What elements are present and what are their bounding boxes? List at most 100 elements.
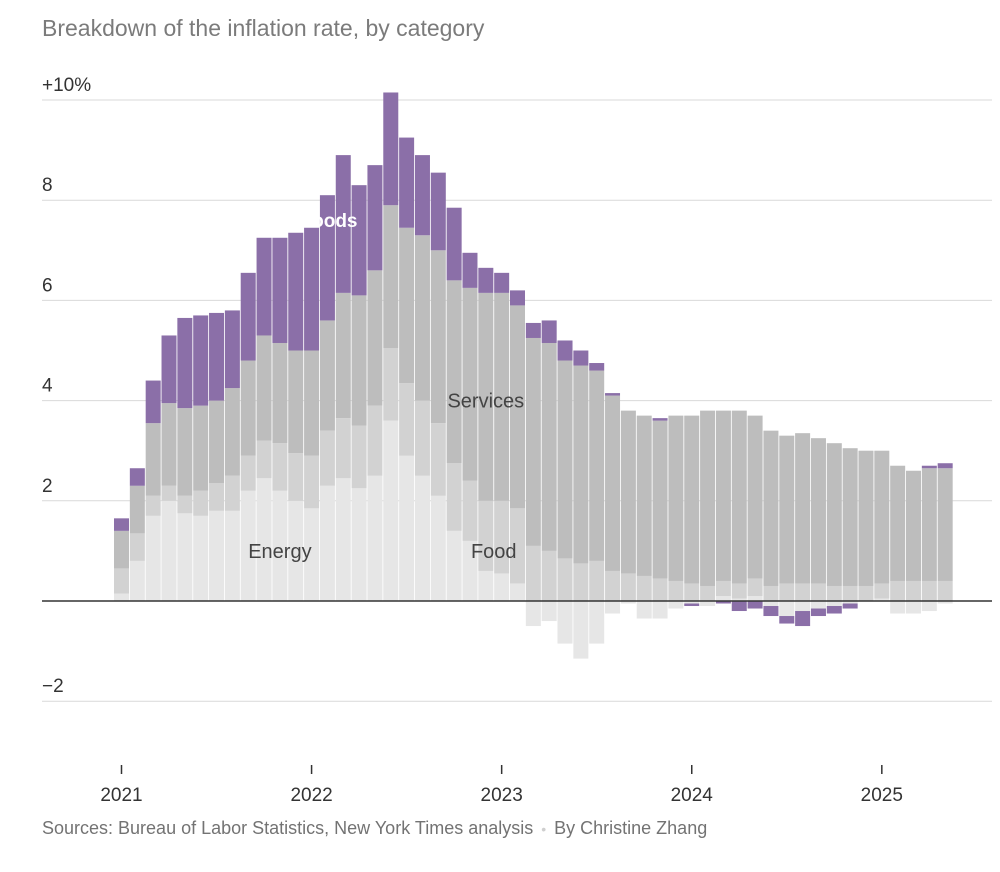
bar-services-22 bbox=[462, 287, 478, 481]
bar-energy-52 bbox=[937, 601, 953, 604]
bar-food-31 bbox=[605, 570, 621, 601]
bar-services-30 bbox=[589, 370, 605, 561]
bar-food-37 bbox=[700, 585, 716, 601]
bar-energy-17 bbox=[383, 420, 399, 601]
bar-energy-28 bbox=[557, 601, 573, 644]
bar-food-1 bbox=[129, 533, 145, 561]
bar-food-21 bbox=[446, 463, 462, 531]
bar-services-46 bbox=[842, 448, 858, 586]
bar-goods-2 bbox=[145, 380, 161, 424]
bar-goods-8 bbox=[240, 272, 256, 361]
bar-services-23 bbox=[478, 292, 494, 501]
bar-services-13 bbox=[319, 320, 335, 431]
bar-food-52 bbox=[937, 580, 953, 601]
bar-energy-29 bbox=[573, 601, 589, 659]
x-tick-label: 2025 bbox=[861, 785, 903, 806]
bar-food-26 bbox=[525, 545, 541, 601]
bar-services-20 bbox=[430, 250, 446, 424]
bar-food-17 bbox=[383, 347, 399, 421]
bar-services-32 bbox=[620, 410, 636, 574]
bar-energy-32 bbox=[620, 601, 636, 604]
stacked-bars bbox=[114, 92, 953, 659]
byline-text: By Christine Zhang bbox=[554, 818, 708, 838]
bar-energy-10 bbox=[272, 490, 288, 601]
bar-energy-26 bbox=[525, 601, 541, 627]
bar-services-27 bbox=[541, 342, 557, 551]
bar-energy-8 bbox=[240, 490, 256, 601]
bar-food-13 bbox=[319, 430, 335, 486]
bar-services-17 bbox=[383, 205, 399, 348]
bar-services-25 bbox=[510, 305, 525, 509]
bar-goods-31 bbox=[605, 393, 621, 396]
bar-services-11 bbox=[288, 350, 304, 454]
bar-food-0 bbox=[114, 568, 129, 594]
bar-services-34 bbox=[652, 420, 668, 579]
bar-services-33 bbox=[636, 415, 652, 576]
bar-services-43 bbox=[795, 433, 811, 584]
y-tick-label: −2 bbox=[42, 676, 64, 697]
bar-energy-40 bbox=[747, 595, 763, 601]
bar-food-42 bbox=[779, 583, 795, 601]
series-labels: Goods Services Energy Food bbox=[248, 211, 524, 563]
bar-energy-25 bbox=[510, 583, 525, 601]
bar-food-46 bbox=[842, 585, 858, 601]
bar-food-19 bbox=[414, 400, 430, 476]
bar-food-38 bbox=[715, 580, 731, 596]
bar-services-40 bbox=[747, 415, 763, 579]
bar-services-3 bbox=[161, 403, 177, 486]
bar-services-0 bbox=[114, 530, 129, 569]
bar-food-33 bbox=[636, 575, 652, 601]
bar-energy-35 bbox=[668, 601, 684, 609]
bar-services-28 bbox=[557, 360, 573, 559]
bar-food-23 bbox=[478, 500, 494, 571]
bar-food-51 bbox=[921, 580, 937, 601]
bar-food-18 bbox=[399, 383, 415, 456]
y-tick-label: 2 bbox=[42, 476, 53, 497]
bar-food-27 bbox=[541, 550, 557, 601]
bar-goods-7 bbox=[224, 310, 240, 389]
bar-goods-41 bbox=[763, 606, 779, 617]
bar-goods-38 bbox=[715, 601, 731, 604]
bar-goods-34 bbox=[652, 418, 668, 421]
bar-energy-51 bbox=[921, 601, 937, 612]
bar-energy-38 bbox=[715, 595, 731, 601]
bar-services-37 bbox=[700, 410, 716, 586]
bar-energy-43 bbox=[795, 601, 811, 612]
bar-goods-42 bbox=[779, 616, 795, 624]
bar-services-12 bbox=[304, 350, 320, 456]
bar-energy-23 bbox=[478, 570, 494, 601]
bar-services-51 bbox=[921, 468, 937, 581]
bar-goods-14 bbox=[335, 155, 351, 293]
bar-energy-12 bbox=[304, 508, 320, 601]
bar-energy-45 bbox=[826, 601, 842, 607]
bar-goods-23 bbox=[478, 267, 494, 293]
bar-food-6 bbox=[209, 483, 225, 511]
x-axis-ticks: 2021 2022 2023 2024 2025 bbox=[100, 765, 903, 806]
bar-goods-11 bbox=[288, 232, 304, 351]
bar-services-26 bbox=[525, 337, 541, 546]
bar-food-32 bbox=[620, 573, 636, 601]
bar-energy-15 bbox=[351, 488, 367, 601]
bar-energy-0 bbox=[114, 593, 129, 601]
bar-energy-20 bbox=[430, 495, 446, 601]
bar-food-30 bbox=[589, 560, 605, 601]
bar-services-47 bbox=[858, 450, 874, 586]
bar-energy-19 bbox=[414, 475, 430, 601]
bar-food-50 bbox=[906, 580, 921, 601]
bar-energy-4 bbox=[177, 513, 193, 601]
bar-energy-14 bbox=[335, 478, 351, 601]
bar-services-18 bbox=[399, 227, 415, 384]
bar-food-40 bbox=[747, 578, 763, 596]
bar-food-3 bbox=[161, 485, 177, 501]
bar-services-19 bbox=[414, 235, 430, 401]
bar-services-44 bbox=[810, 438, 826, 584]
bar-energy-11 bbox=[288, 500, 304, 601]
bar-energy-22 bbox=[462, 540, 478, 601]
bar-goods-22 bbox=[462, 252, 478, 288]
bar-goods-29 bbox=[573, 350, 589, 366]
bar-energy-42 bbox=[779, 601, 795, 617]
series-label-food: Food bbox=[471, 541, 517, 563]
bar-goods-0 bbox=[114, 518, 129, 531]
bar-energy-44 bbox=[810, 601, 826, 609]
bar-services-24 bbox=[494, 292, 510, 501]
